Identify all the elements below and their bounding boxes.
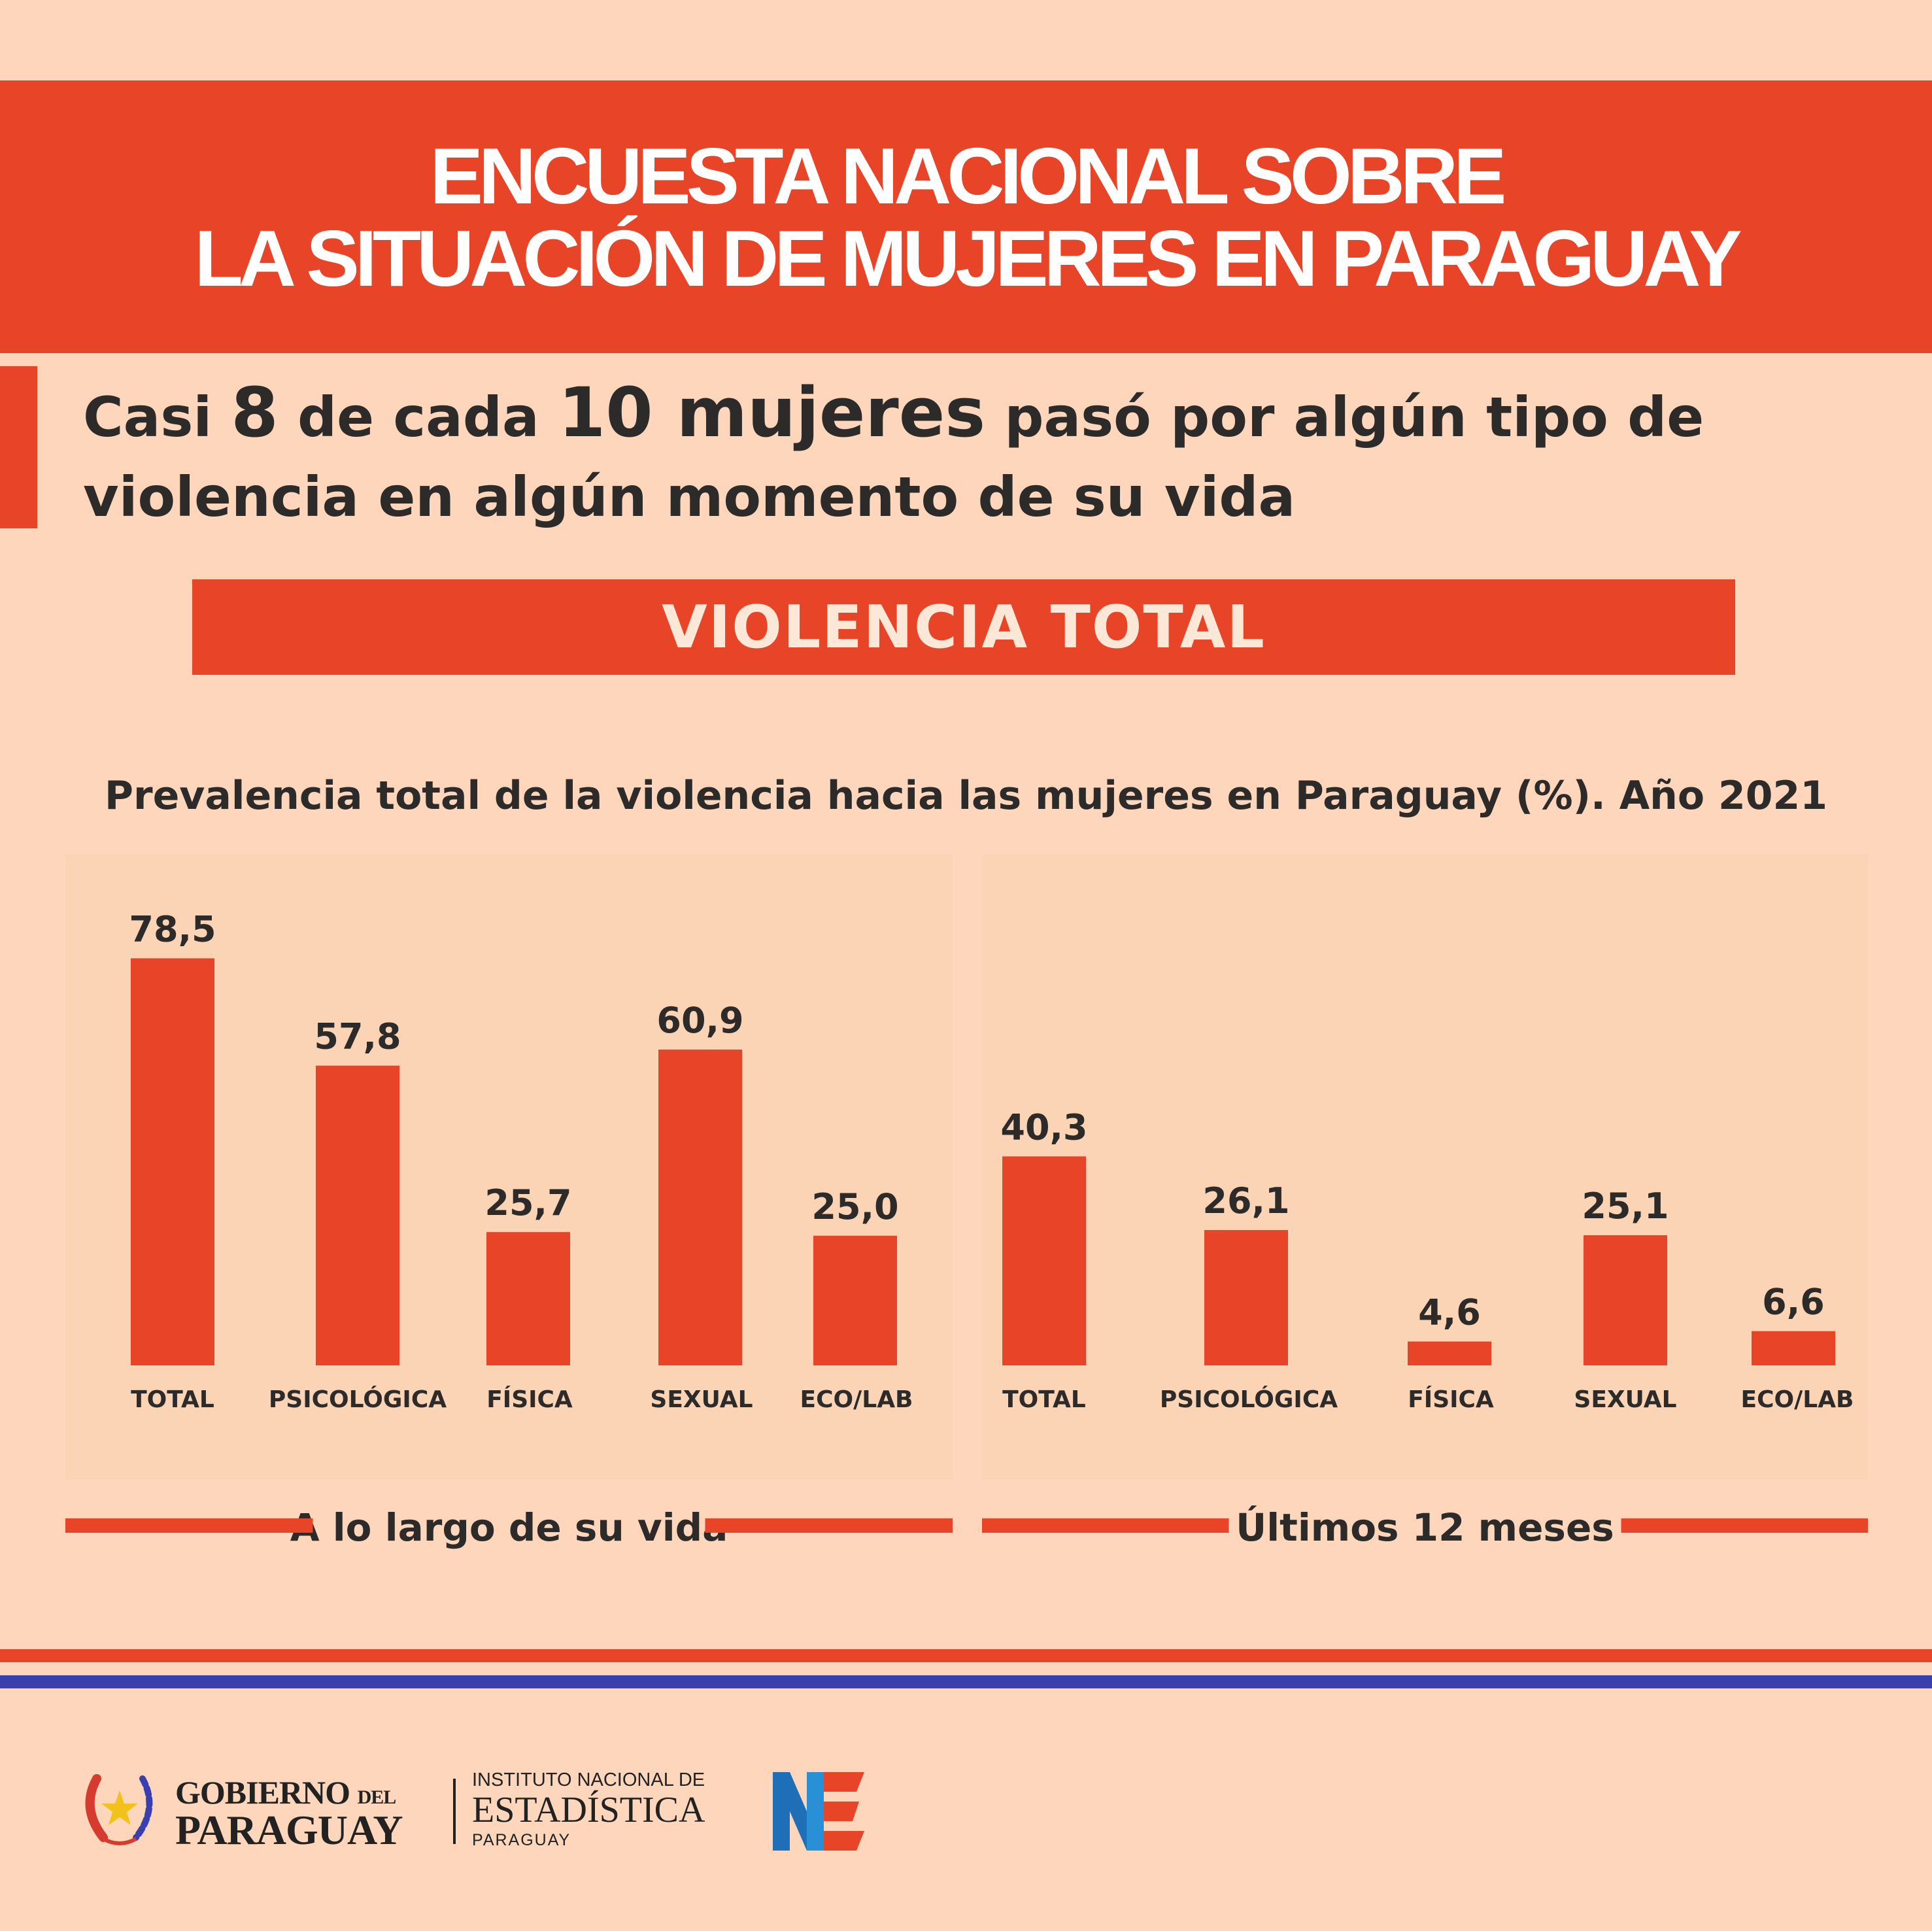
data-label: 78,5 xyxy=(129,908,216,949)
data-label: 25,1 xyxy=(1582,1186,1669,1227)
data-label: 4,6 xyxy=(1418,1292,1481,1333)
ine-line-1: INSTITUTO NACIONAL DE xyxy=(472,1769,705,1790)
category-tick-label: PSICOLÓGICA xyxy=(1160,1386,1338,1413)
gobierno-text: GOBIERNO xyxy=(175,1774,350,1811)
bar xyxy=(1752,1331,1835,1365)
chart-panel xyxy=(982,855,1868,1480)
bar xyxy=(1584,1235,1667,1365)
ine-logo-icon xyxy=(773,1772,864,1851)
subheading-text: Casi xyxy=(83,385,231,449)
bar xyxy=(813,1235,897,1365)
bar xyxy=(1408,1341,1491,1365)
subheading: Casi 8 de cada 10 mujeres pasó por algún… xyxy=(83,373,1914,537)
category-tick-label: FÍSICA xyxy=(1408,1386,1494,1413)
data-label: 26,1 xyxy=(1202,1180,1289,1222)
bar xyxy=(316,1065,399,1365)
category-tick-label: SEXUAL xyxy=(1574,1386,1676,1413)
logo-divider xyxy=(453,1779,456,1844)
coat-of-arms-icon xyxy=(85,1774,153,1845)
chart-caption: A lo largo de su vida xyxy=(290,1505,728,1550)
subheading-accent-bar xyxy=(0,366,37,528)
category-tick-label: TOTAL xyxy=(131,1386,214,1413)
bar xyxy=(486,1232,570,1365)
category-tick-label: FÍSICA xyxy=(486,1386,573,1413)
data-label: 40,3 xyxy=(1000,1106,1087,1148)
caption-line-left xyxy=(65,1518,313,1533)
footer-red-stripe xyxy=(0,1649,1932,1662)
data-label: 57,8 xyxy=(314,1016,401,1057)
category-tick-label: PSICOLÓGICA xyxy=(269,1386,447,1413)
section-title-band: VIOLENCIA TOTAL xyxy=(192,579,1735,675)
gobierno-line-2: PARAGUAY xyxy=(175,1807,403,1853)
subheading-line-2: violencia en algún momento de su vida xyxy=(83,465,1296,529)
chart-title: Prevalencia total de la violencia hacia … xyxy=(105,773,1827,819)
page-title-line-1: ENCUESTA NACIONAL SOBRE xyxy=(430,131,1507,220)
ine-line-2: ESTADÍSTICA xyxy=(472,1790,705,1830)
category-tick-label: ECO/LAB xyxy=(800,1386,913,1413)
caption-line-left xyxy=(982,1518,1229,1533)
ine-text-logo: INSTITUTO NACIONAL DE ESTADÍSTICA PARAGU… xyxy=(472,1769,747,1854)
category-tick-label: ECO/LAB xyxy=(1740,1386,1854,1413)
gobierno-line-1: GOBIERNO DEL xyxy=(175,1773,396,1811)
data-label: 60,9 xyxy=(656,1000,743,1041)
caption-line-right xyxy=(705,1518,953,1533)
section-title: VIOLENCIA TOTAL xyxy=(662,592,1266,662)
bar xyxy=(1002,1156,1086,1365)
bar xyxy=(1204,1230,1288,1365)
gobierno-logo: GOBIERNO DEL PARAGUAY xyxy=(77,1766,443,1853)
category-tick-label: SEXUAL xyxy=(650,1386,753,1413)
subheading-line-1: Casi 8 de cada 10 mujeres pasó por algún… xyxy=(83,373,1914,457)
data-label: 25,7 xyxy=(484,1182,571,1223)
ine-line-3: PARAGUAY xyxy=(472,1831,571,1849)
bar xyxy=(658,1050,742,1365)
footer-blue-stripe xyxy=(0,1675,1932,1688)
data-label: 25,0 xyxy=(811,1186,898,1227)
bar xyxy=(131,958,214,1365)
page-title-line-2: LA SITUACIÓN DE MUJERES EN PARAGUAY xyxy=(194,213,1742,303)
caption-line-right xyxy=(1621,1518,1868,1533)
header-banner: ENCUESTA NACIONAL SOBRE LA SITUACIÓN DE … xyxy=(0,80,1932,353)
data-label: 6,6 xyxy=(1762,1282,1825,1323)
subheading-text: de cada xyxy=(278,385,558,449)
gobierno-del-text: DEL xyxy=(357,1786,397,1808)
subheading-highlight: 8 xyxy=(231,373,279,453)
category-tick-label: TOTAL xyxy=(1002,1386,1086,1413)
subheading-text: pasó por algún tipo de xyxy=(985,385,1704,449)
chart-caption: Últimos 12 meses xyxy=(1236,1505,1614,1550)
subheading-highlight: 10 mujeres xyxy=(558,373,986,453)
